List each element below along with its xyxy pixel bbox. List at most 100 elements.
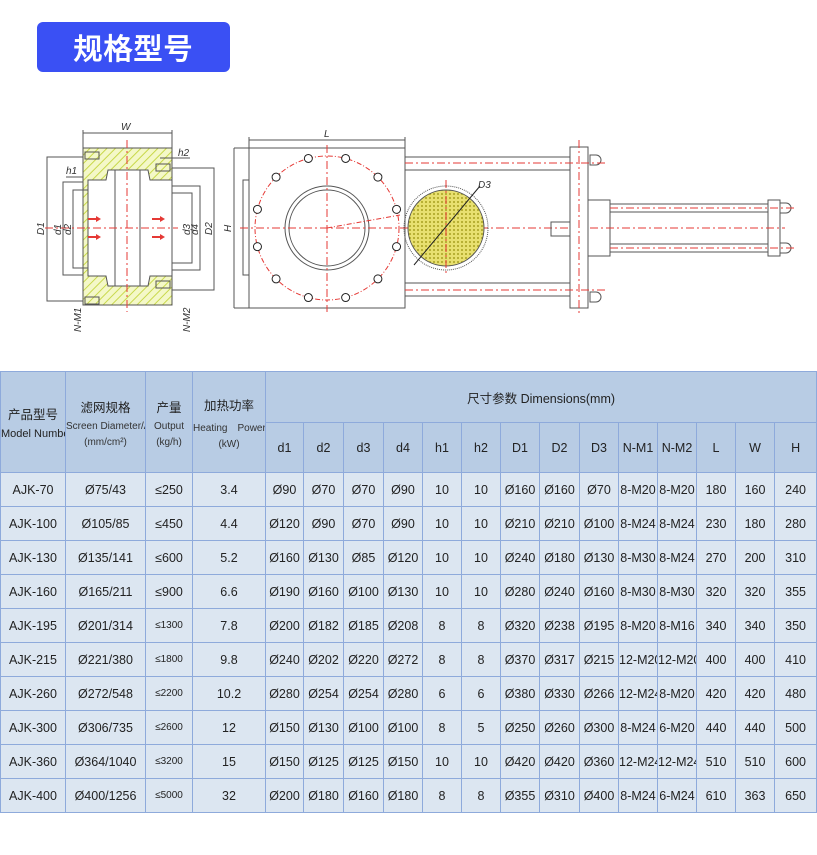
table-cell: 320 xyxy=(735,574,775,609)
table-cell: Ø105/85 xyxy=(65,506,146,541)
table-cell: 400 xyxy=(735,642,775,677)
header-dim-col: d1 xyxy=(265,422,304,473)
table-cell: 310 xyxy=(773,540,817,575)
table-cell: 5.2 xyxy=(192,540,266,575)
bolt-hole xyxy=(271,172,281,182)
bolt-hole xyxy=(303,293,313,303)
table-row: AJK-300 Ø306/735 ≤2600 12 Ø150 Ø130 Ø100 Ø100 8 5… xyxy=(0,710,817,745)
table-cell: AJK-215 xyxy=(0,642,66,677)
table-cell: Ø160 xyxy=(343,778,384,813)
table-cell: Ø180 xyxy=(383,778,423,813)
table-cell: ≤5000 xyxy=(145,778,193,813)
table-cell: AJK-360 xyxy=(0,744,66,779)
table-cell: 420 xyxy=(735,676,775,711)
table-cell: ≤250 xyxy=(145,472,193,507)
table-cell: 8-M16 xyxy=(657,608,697,643)
table-cell: Ø300 xyxy=(579,710,619,745)
header-model: 产品型号 Model Number xyxy=(0,371,66,473)
table-cell: Ø165/211 xyxy=(65,574,146,609)
table-cell: 8 xyxy=(422,778,462,813)
table-cell: Ø355 xyxy=(500,778,540,813)
table-cell: Ø120 xyxy=(265,506,304,541)
table-cell: Ø200 xyxy=(265,778,304,813)
table-cell: Ø150 xyxy=(383,744,423,779)
table-cell: 340 xyxy=(696,608,736,643)
table-cell: Ø180 xyxy=(539,540,580,575)
table-cell: Ø130 xyxy=(579,540,619,575)
table-cell: 230 xyxy=(696,506,736,541)
table-row: AJK-195 Ø201/314 ≤1300 7.8 Ø200 Ø182 Ø185 Ø208 8… xyxy=(0,608,817,643)
table-cell: 10.2 xyxy=(192,676,266,711)
table-cell: Ø215 xyxy=(579,642,619,677)
table-cell: Ø280 xyxy=(383,676,423,711)
table-cell: 8-M20 xyxy=(657,472,697,507)
table-cell: 10 xyxy=(422,472,462,507)
dim-label-D2: D2 xyxy=(204,222,215,235)
table-cell: Ø208 xyxy=(383,608,423,643)
table-cell: AJK-400 xyxy=(0,778,66,813)
table-cell: ≤1300 xyxy=(145,608,193,643)
table-cell: AJK-195 xyxy=(0,608,66,643)
table-cell: 600 xyxy=(773,744,817,779)
table-cell: Ø420 xyxy=(500,744,540,779)
table-cell: 180 xyxy=(696,472,736,507)
dim-label-D1: D1 xyxy=(36,222,47,235)
table-cell: Ø185 xyxy=(343,608,384,643)
table-cell: ≤2600 xyxy=(145,710,193,745)
table-cell: 180 xyxy=(735,506,775,541)
table-row: AJK-260 Ø272/548 ≤2200 10.2 Ø280 Ø254 Ø254 Ø280… xyxy=(0,676,817,711)
table-cell: Ø195 xyxy=(579,608,619,643)
table-cell: Ø125 xyxy=(303,744,344,779)
table-cell: 10 xyxy=(422,744,462,779)
table-cell: Ø130 xyxy=(303,540,344,575)
table-cell: 8-M20 xyxy=(618,472,658,507)
table-cell: ≤3200 xyxy=(145,744,193,779)
section-view xyxy=(45,130,215,312)
table-cell: Ø370 xyxy=(500,642,540,677)
table-cell: 4.4 xyxy=(192,506,266,541)
table-cell: 8-M30 xyxy=(618,540,658,575)
table-cell: 15 xyxy=(192,744,266,779)
bolt-hole xyxy=(303,153,313,163)
header-dim-col: N-M2 xyxy=(657,422,697,473)
table-cell: 8-M24 xyxy=(618,778,658,813)
table-cell: Ø90 xyxy=(383,472,423,507)
header-dim-col: H xyxy=(773,422,817,473)
table-cell: 650 xyxy=(773,778,817,813)
table-cell: 8 xyxy=(461,608,501,643)
bolt-hole xyxy=(341,293,351,303)
table-cell: Ø320 xyxy=(500,608,540,643)
table-cell: Ø364/1040 xyxy=(65,744,146,779)
table-cell: 320 xyxy=(696,574,736,609)
table-cell: Ø135/141 xyxy=(65,540,146,575)
header-dim-col: W xyxy=(735,422,775,473)
table-cell: 8-M30 xyxy=(618,574,658,609)
table-cell: Ø120 xyxy=(383,540,423,575)
table-cell: 400 xyxy=(696,642,736,677)
table-cell: 610 xyxy=(696,778,736,813)
dim-label-d1: d1 xyxy=(53,224,64,235)
table-cell: 160 xyxy=(735,472,775,507)
table-cell: 12-M24 xyxy=(657,744,697,779)
header-dim-col: D1 xyxy=(500,422,540,473)
table-cell: 8-M20 xyxy=(657,676,697,711)
header-output: 产量 Output (kg/h) xyxy=(145,371,193,473)
table-cell: 410 xyxy=(773,642,817,677)
table-row: AJK-70 Ø75/43 ≤250 3.4 Ø90 Ø70 Ø70 Ø90 10 10 Ø160 Ø… xyxy=(0,472,817,507)
table-cell: Ø210 xyxy=(539,506,580,541)
table-cell: 10 xyxy=(461,540,501,575)
table-cell: 510 xyxy=(735,744,775,779)
header-dim-col: N-M1 xyxy=(618,422,658,473)
table-row: AJK-130 Ø135/141 ≤600 5.2 Ø160 Ø130 Ø85 Ø120 10 1… xyxy=(0,540,817,575)
table-cell: 355 xyxy=(773,574,817,609)
table-cell: 3.4 xyxy=(192,472,266,507)
dim-label-D3: D3 xyxy=(478,180,491,191)
table-cell: 10 xyxy=(422,540,462,575)
table-cell: Ø420 xyxy=(539,744,580,779)
slide-and-cylinder xyxy=(403,140,795,315)
table-cell: 200 xyxy=(735,540,775,575)
table-cell: Ø240 xyxy=(500,540,540,575)
dim-label-l: L xyxy=(324,129,330,140)
bolt-hole xyxy=(392,242,402,252)
table-cell: Ø85 xyxy=(343,540,384,575)
